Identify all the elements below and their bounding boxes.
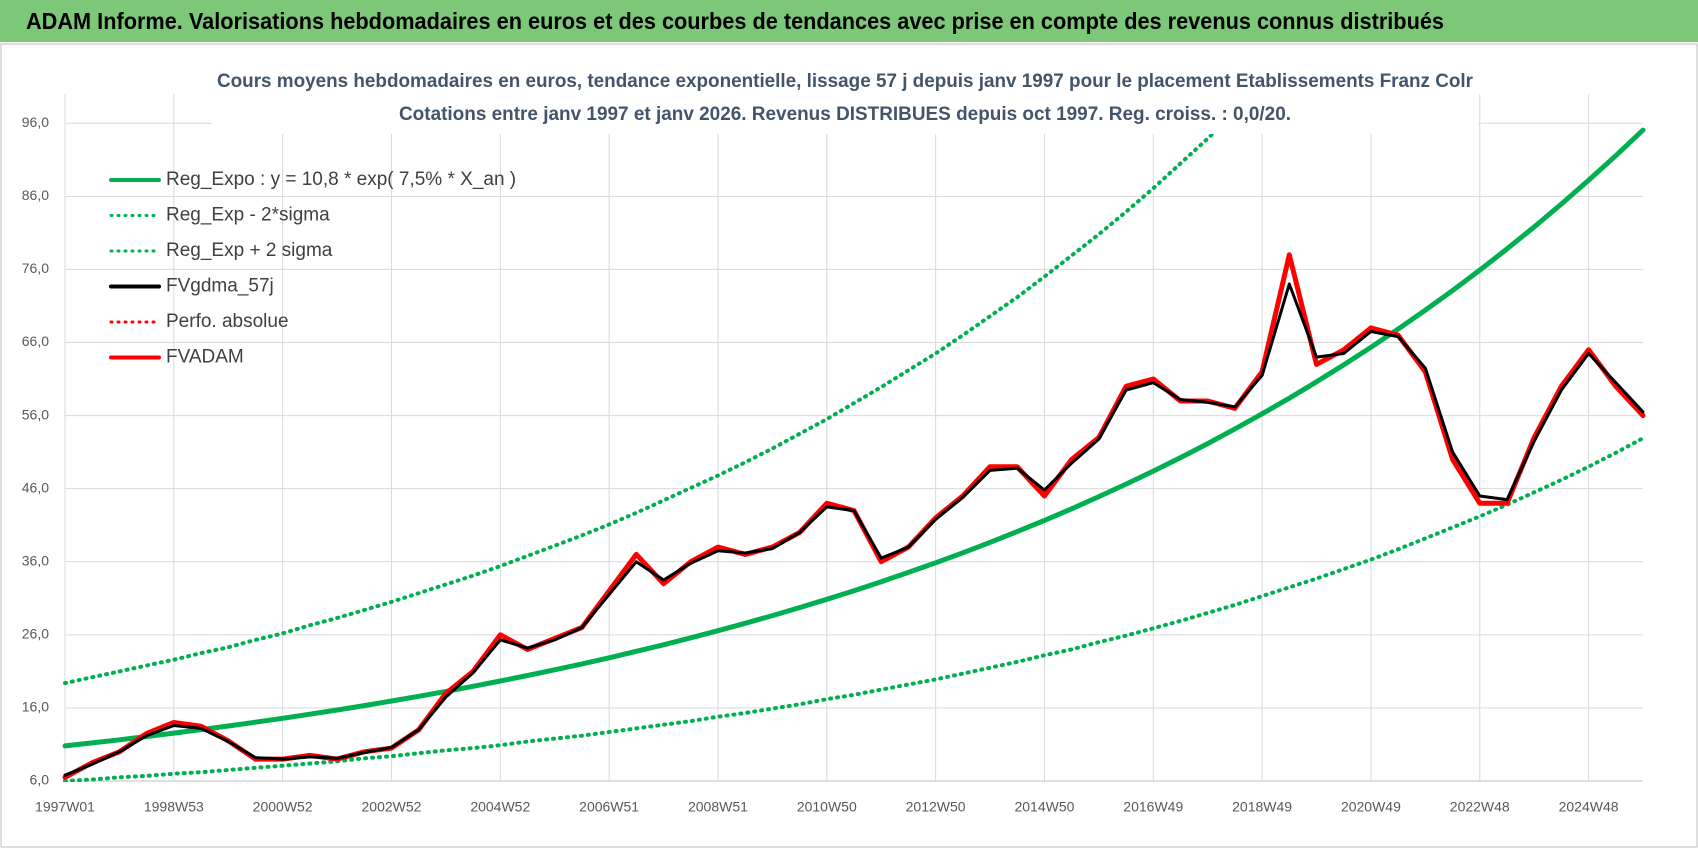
legend-label: Reg_Exp + 2 sigma (166, 240, 333, 261)
series-line (62, 127, 1646, 749)
chart-subtitle: Cours moyens hebdomadaires en euros, ten… (217, 71, 1474, 92)
legend-label: Perfo. absolue (166, 311, 289, 332)
x-tick-label: 1998W53 (144, 799, 204, 815)
chart-subtitle: Cotations entre janv 1997 et janv 2026. … (399, 104, 1291, 125)
y-tick-label: 76,0 (22, 260, 49, 276)
x-tick-label: 2016W49 (1123, 799, 1183, 815)
x-tick-label: 2018W49 (1232, 799, 1292, 815)
page-title: ADAM Informe. Valorisations hebdomadaire… (26, 8, 1444, 34)
y-tick-label: 6,0 (30, 772, 50, 788)
x-tick-label: 2006W51 (579, 799, 639, 815)
title-box (212, 64, 1478, 134)
header-bar (0, 0, 1698, 42)
x-tick-label: 2008W51 (688, 799, 748, 815)
x-tick-label: 2000W52 (253, 799, 313, 815)
legend-label: FVADAM (166, 347, 244, 368)
x-tick-label: 2010W50 (797, 799, 857, 815)
x-tick-label: 2022W48 (1450, 799, 1510, 815)
series-layer (62, 94, 1646, 782)
y-tick-label: 46,0 (22, 479, 49, 495)
x-tick-label: 2024W48 (1559, 799, 1619, 815)
series-line (63, 282, 1645, 777)
y-tick-label: 26,0 (22, 626, 49, 642)
x-tick-label: 2020W49 (1341, 799, 1401, 815)
y-tick-label: 96,0 (22, 114, 49, 130)
x-tick-label: 2004W52 (470, 799, 530, 815)
y-tick-label: 86,0 (22, 187, 49, 203)
y-tick-label: 56,0 (22, 406, 49, 422)
series-line (63, 436, 1645, 782)
legend-label: FVgdma_57j (166, 276, 274, 297)
y-tick-label: 66,0 (22, 333, 49, 349)
x-tick-label: 2002W52 (362, 799, 422, 815)
y-tick-label: 36,0 (22, 552, 49, 568)
legend-label: Reg_Expo : y = 10,8 * exp( 7,5% * X_an ) (166, 169, 516, 190)
x-tick-label: 1997W01 (35, 799, 95, 815)
x-tick-label: 2012W50 (906, 799, 966, 815)
legend-label: Reg_Exp - 2*sigma (166, 205, 330, 226)
y-tick-label: 16,0 (22, 699, 49, 715)
legend: Reg_Expo : y = 10,8 * exp( 7,5% * X_an )… (109, 169, 516, 368)
chart-frame (0, 43, 1698, 848)
x-tick-label: 2014W50 (1014, 799, 1074, 815)
labels: 6,0 16,0 26,0 36,0 46,0 56,0 66,0 76,0 86,0 96,0 1… (22, 114, 1619, 815)
series-line (63, 94, 1257, 686)
